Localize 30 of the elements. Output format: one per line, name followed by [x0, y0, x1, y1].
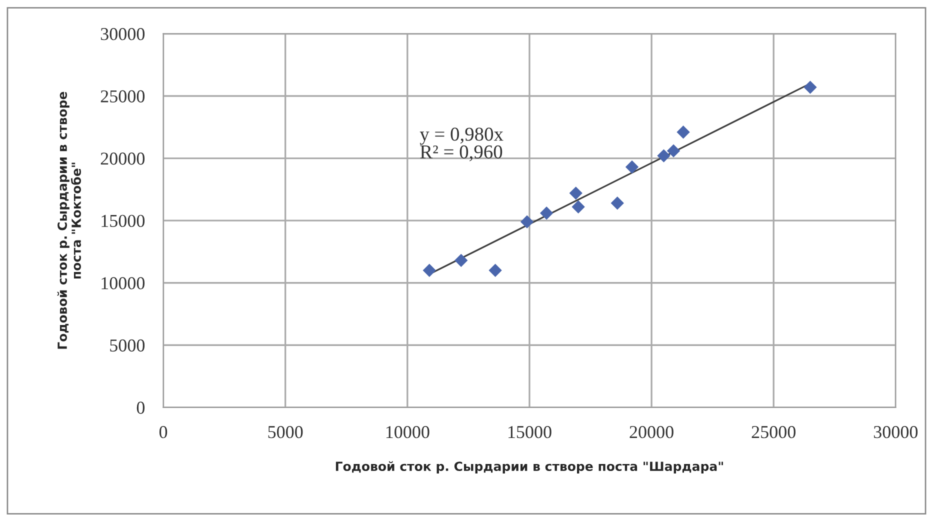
point	[676, 126, 690, 139]
point	[610, 196, 624, 210]
y-tick-label: 30000	[100, 28, 145, 40]
point	[666, 144, 680, 158]
x-axis-title: Годовой сток р. Сырдарии в створе поста "Шардара"	[336, 461, 723, 474]
y-tick-label: 25000	[100, 90, 145, 102]
x-tick-label: 15000	[508, 426, 552, 438]
y-tick-label: 15000	[102, 214, 145, 228]
point	[454, 254, 468, 268]
y-tick-label: 0	[136, 402, 145, 414]
point	[625, 160, 639, 174]
x-tick-label: 10000	[386, 426, 430, 438]
point	[422, 264, 436, 277]
y-tick-label: 10000	[102, 277, 145, 290]
point	[520, 215, 534, 228]
x-tick-label: 20000	[630, 426, 674, 438]
x-tick-label: 25000	[752, 426, 796, 438]
point	[572, 200, 585, 214]
point	[657, 149, 670, 162]
y-axis-title: Годовой сток р. Сырдарии в створе поста "Коктобе"	[57, 92, 81, 349]
point	[569, 186, 582, 200]
annotation: y = 0,980x R² = 0,960	[420, 128, 504, 162]
y-tick-label: 20000	[100, 152, 145, 165]
x-tick-label: 0	[159, 426, 168, 438]
x-tick-label: 5000	[268, 426, 303, 438]
point	[488, 264, 502, 277]
x-tick-label: 30000	[874, 426, 918, 438]
point	[540, 206, 554, 220]
point	[804, 80, 817, 94]
y-tick-label: 5000	[110, 339, 145, 352]
